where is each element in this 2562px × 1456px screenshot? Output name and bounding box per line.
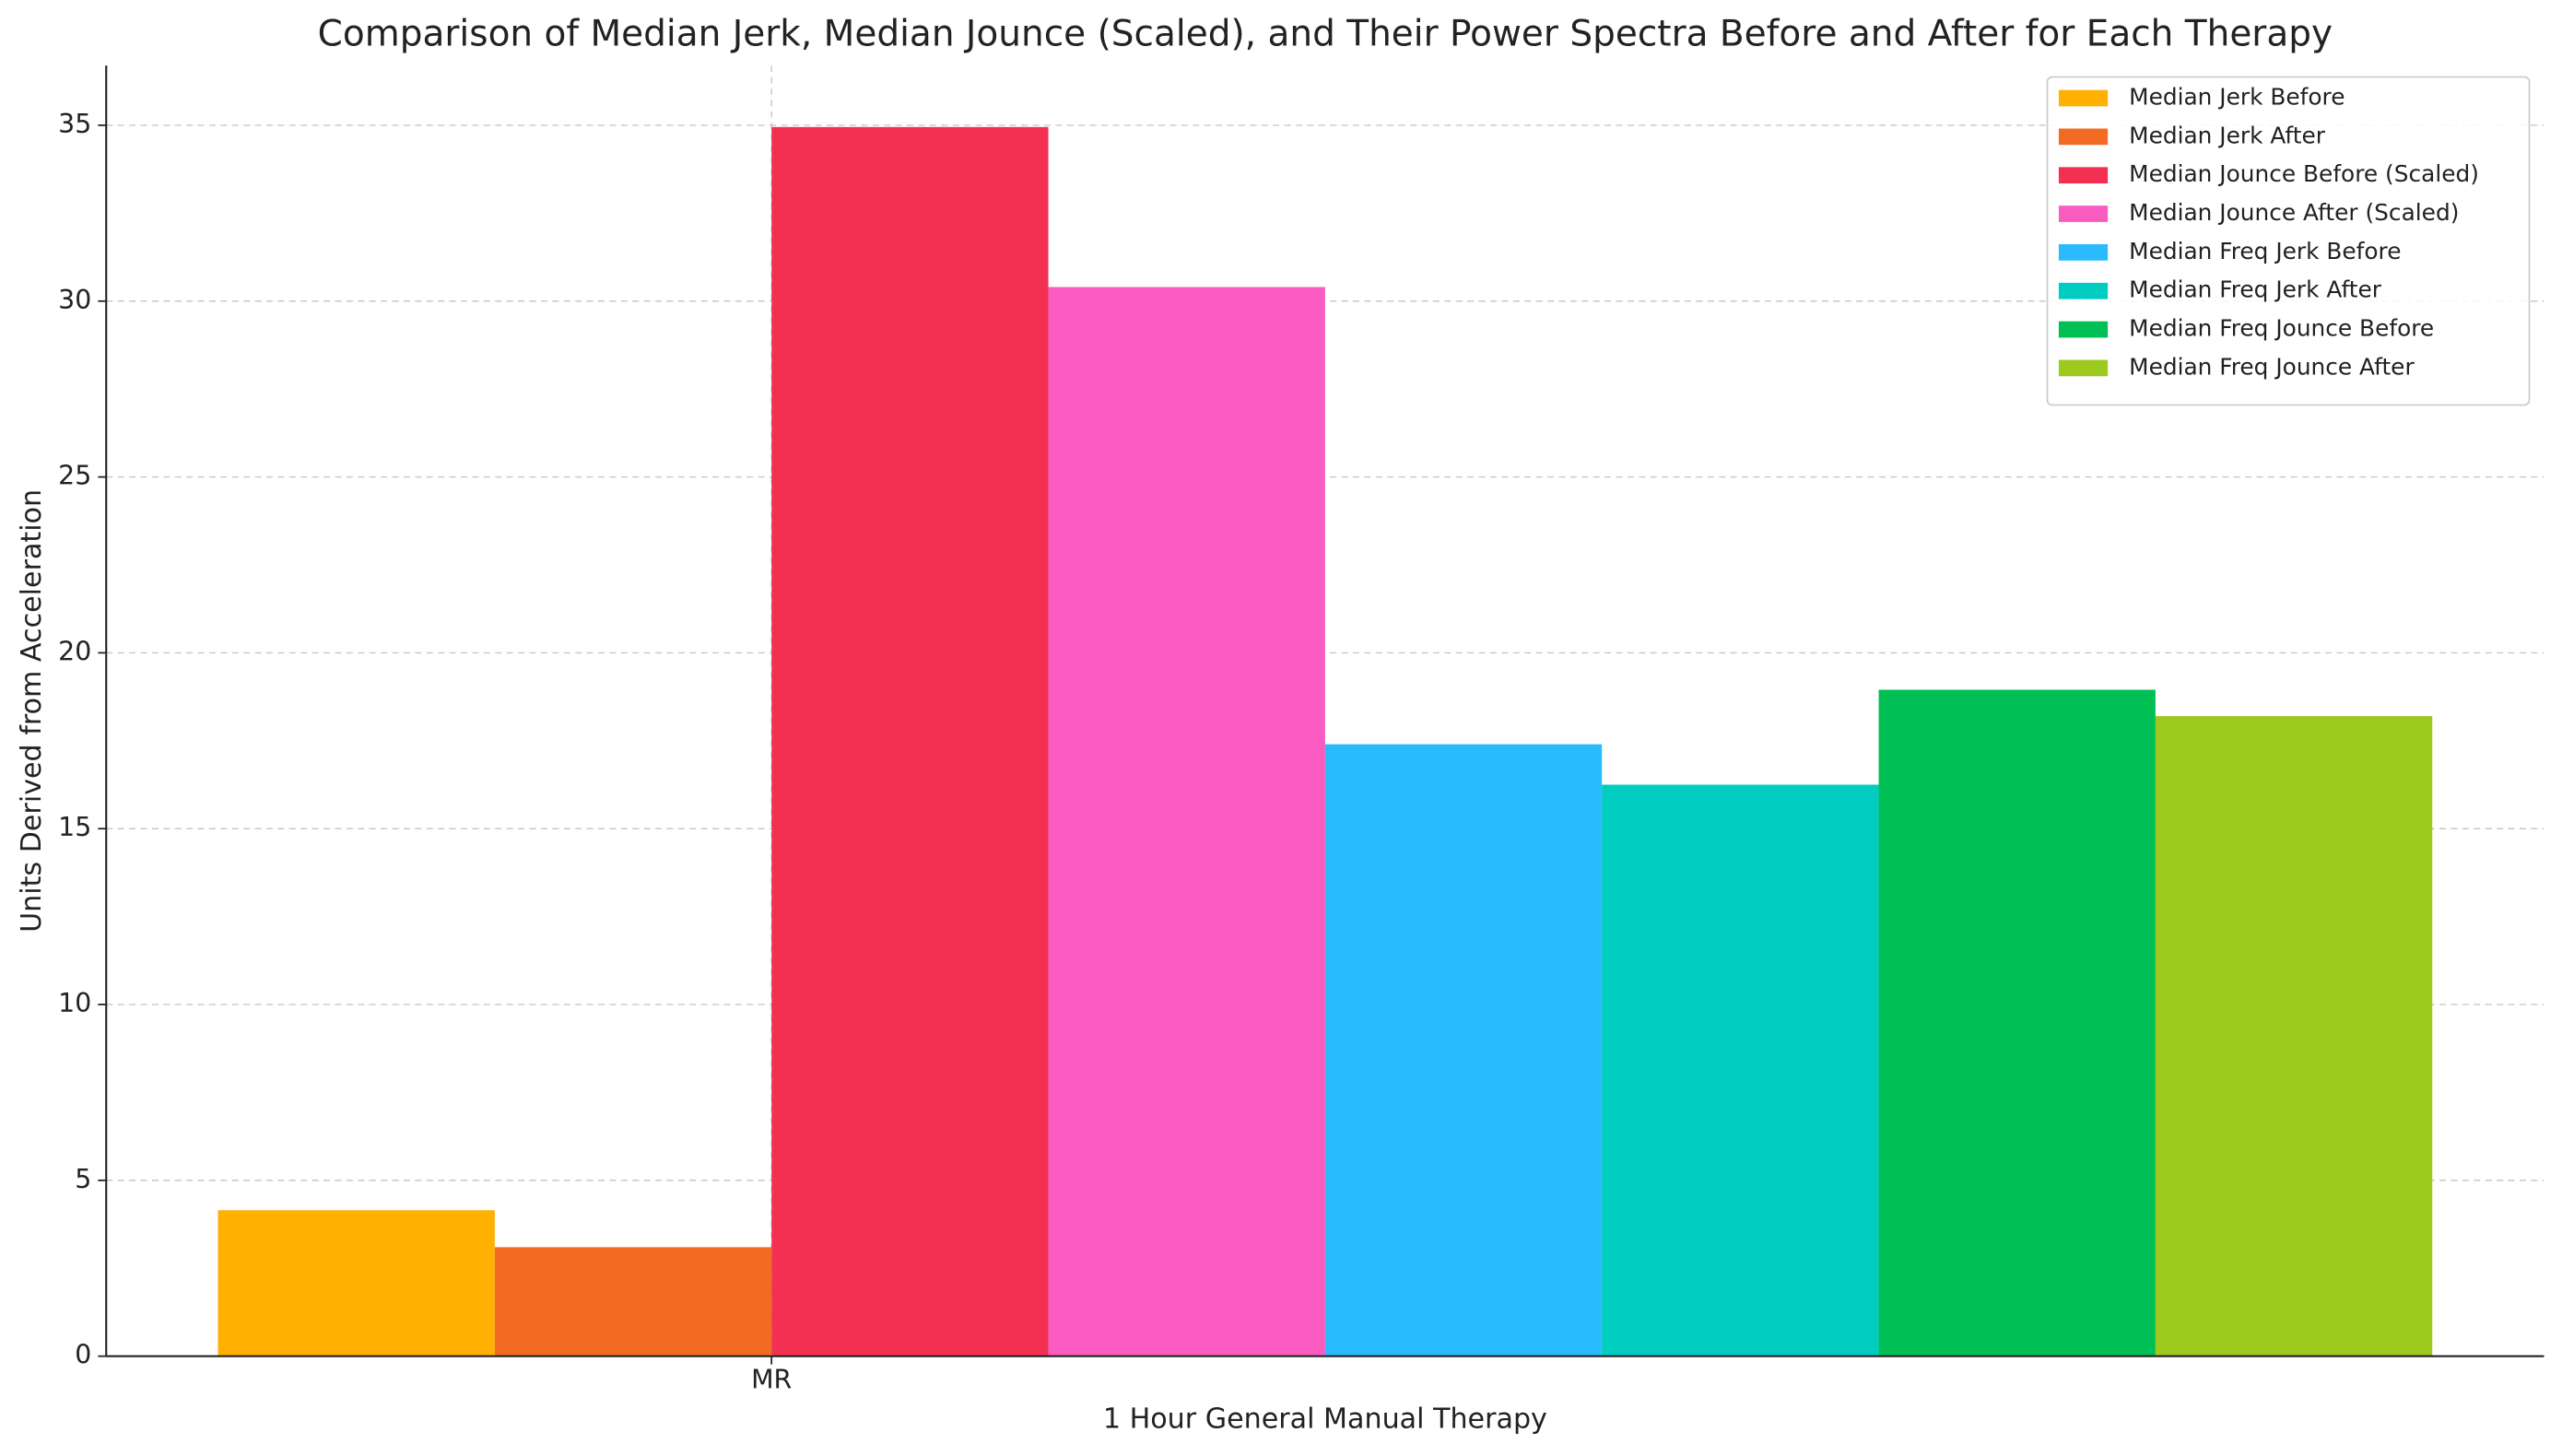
legend-label: Median Jounce After (Scaled) — [2129, 199, 2459, 226]
bar — [1048, 287, 1325, 1356]
legend-swatch — [2058, 282, 2109, 299]
y-tick-label: 5 — [75, 1164, 91, 1194]
legend-swatch — [2058, 359, 2109, 377]
y-tick-label: 0 — [75, 1340, 91, 1370]
y-axis-label: Units Derived from Acceleration — [16, 489, 48, 933]
legend-label: Median Freq Jounce Before — [2129, 315, 2434, 342]
legend-box — [2046, 76, 2531, 406]
y-tick-label: 25 — [58, 461, 91, 491]
y-tick-label: 35 — [58, 109, 91, 139]
legend-label: Median Jerk After — [2129, 122, 2326, 148]
legend-label: Median Freq Jerk Before — [2129, 238, 2401, 264]
bar — [1878, 689, 2156, 1356]
legend-label: Median Freq Jounce After — [2129, 353, 2415, 380]
legend-swatch — [2058, 321, 2109, 338]
x-axis-label: 1 Hour General Manual Therapy — [1103, 1403, 1547, 1435]
y-tick-label: 15 — [58, 812, 91, 842]
bar — [217, 1210, 495, 1356]
legend-label: Median Jerk Before — [2129, 84, 2345, 111]
y-tick-label: 20 — [58, 636, 91, 666]
y-tick-label: 30 — [58, 285, 91, 315]
legend-label: Median Freq Jerk After — [2129, 276, 2382, 303]
y-tick-label: 10 — [58, 988, 91, 1018]
bar — [1324, 744, 1603, 1356]
legend-swatch — [2058, 167, 2109, 184]
chart-title: Comparison of Median Jerk, Median Jounce… — [318, 14, 2333, 55]
bar — [2155, 716, 2433, 1356]
bar — [494, 1247, 772, 1356]
legend-swatch — [2058, 89, 2109, 107]
legend-swatch — [2058, 128, 2109, 146]
legend-label: Median Jounce Before (Scaled) — [2129, 160, 2479, 187]
bar — [771, 126, 1049, 1356]
bar — [1602, 784, 1879, 1356]
x-tick-label: MR — [751, 1364, 792, 1394]
legend-swatch — [2058, 244, 2109, 261]
legend-swatch — [2058, 205, 2109, 222]
